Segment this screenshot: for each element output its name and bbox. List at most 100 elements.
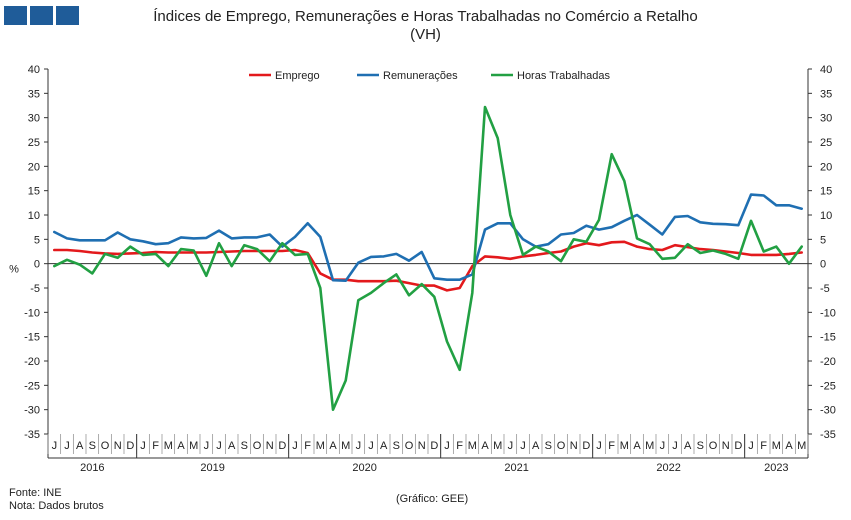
x-tick-label: J [508,440,514,452]
x-tick-label: A [481,440,489,452]
legend-label: Emprego [275,70,320,82]
x-tick-label: F [608,440,615,452]
x-tick-label: J [748,440,754,452]
chart-title: Índices de Emprego, Remunerações e Horas… [0,8,851,44]
y-tick-label-right: -25 [820,380,836,392]
legend-label: Remunerações [383,70,458,82]
x-tick-label: A [76,440,84,452]
x-tick-label: A [633,440,641,452]
y-tick-label-right: 20 [820,161,832,173]
y-tick-label-right: -15 [820,332,836,344]
y-tick-label-left: 40 [28,64,40,76]
y-tick-label-right: 5 [820,234,826,246]
x-tick-label: O [557,440,566,452]
x-year-label: 2016 [80,462,104,474]
x-year-label: 2020 [352,462,376,474]
x-tick-label: M [493,440,502,452]
x-tick-label: F [760,440,767,452]
x-tick-label: A [684,440,692,452]
x-tick-label: A [785,440,793,452]
x-tick-label: S [393,440,400,452]
series-line [52,193,804,283]
x-year-label: 2019 [200,462,224,474]
x-tick-label: J [216,440,222,452]
y-tick-label-left: -35 [24,429,40,441]
y-tick-label-left: 5 [34,234,40,246]
legend-label: Horas Trabalhadas [517,70,610,82]
y-tick-label-left: 35 [28,88,40,100]
y-tick-label-right: 40 [820,64,832,76]
y-tick-label-left: -20 [24,356,40,368]
x-tick-label: N [266,440,274,452]
x-tick-label: M [189,440,198,452]
x-tick-label: J [520,440,526,452]
chart-title-line2: (VH) [410,26,441,43]
x-tick-label: O [101,440,110,452]
x-tick-label: M [164,440,173,452]
y-tick-label-left: 20 [28,161,40,173]
x-tick-label: O [405,440,414,452]
y-tick-label-left: -25 [24,380,40,392]
series-line [52,105,804,412]
x-tick-label: J [672,440,678,452]
x-tick-label: J [356,440,362,452]
y-tick-label-left: -15 [24,332,40,344]
data-note: Nota: Dados brutos [9,500,104,512]
x-tick-label: M [797,440,806,452]
x-tick-label: M [645,440,654,452]
x-tick-label: D [734,440,742,452]
y-tick-label-left: -5 [30,283,40,295]
x-tick-label: J [140,440,146,452]
y-tick-label-right: 30 [820,113,832,125]
x-tick-label: S [241,440,248,452]
x-tick-label: S [89,440,96,452]
x-tick-label: J [52,440,58,452]
y-tick-label-right: 35 [820,88,832,100]
x-tick-label: J [64,440,70,452]
logo-block [4,6,27,25]
x-tick-label: O [709,440,718,452]
x-tick-label: A [380,440,388,452]
y-axis-label: % [9,264,19,276]
x-tick-label: N [722,440,730,452]
x-tick-label: N [418,440,426,452]
x-tick-label: M [772,440,781,452]
x-tick-label: J [368,440,374,452]
y-tick-label-left: 30 [28,113,40,125]
x-tick-label: D [278,440,286,452]
source-note: Fonte: INE [9,487,62,499]
x-tick-label: M [341,440,350,452]
y-tick-label-right: -10 [820,307,836,319]
x-tick-label: J [204,440,210,452]
x-tick-label: F [152,440,159,452]
x-tick-label: N [114,440,122,452]
y-tick-label-right: -35 [820,429,836,441]
x-tick-label: J [444,440,450,452]
y-tick-label-right: 0 [820,259,826,271]
x-year-label: 2021 [504,462,528,474]
y-tick-label-right: -30 [820,405,836,417]
logo [4,6,79,25]
x-tick-label: D [582,440,590,452]
y-tick-label-left: -10 [24,307,40,319]
y-tick-label-left: -30 [24,405,40,417]
x-year-label: 2022 [656,462,680,474]
x-tick-label: F [304,440,311,452]
x-tick-label: O [253,440,262,452]
x-tick-label: A [177,440,185,452]
chart-title-line1: Índices de Emprego, Remunerações e Horas… [153,8,698,25]
y-tick-label-right: -20 [820,356,836,368]
x-tick-label: D [126,440,134,452]
x-tick-label: S [697,440,704,452]
x-tick-label: J [596,440,602,452]
y-tick-label-right: 15 [820,186,832,198]
x-tick-label: M [316,440,325,452]
logo-block [56,6,79,25]
logo-block [30,6,53,25]
y-tick-label-right: 10 [820,210,832,222]
x-tick-label: D [430,440,438,452]
x-tick-label: A [228,440,236,452]
x-year-label: 2023 [764,462,788,474]
x-tick-label: A [532,440,540,452]
